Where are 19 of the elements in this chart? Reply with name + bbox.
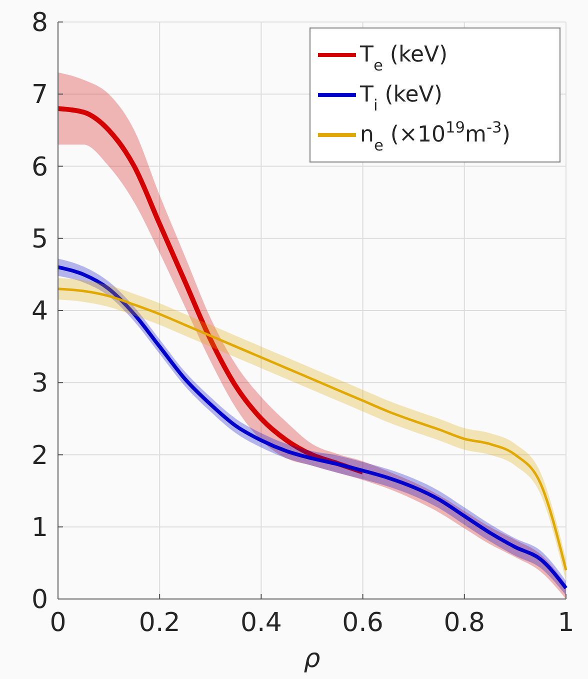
x-tick-label: 0 — [50, 608, 66, 638]
x-tick-label: 0.2 — [138, 608, 180, 638]
legend-label: n$_{e}$ (×10$^{19}$m$^{-3}$) — [360, 118, 510, 155]
legend-label: T$_{i}$ (keV) — [359, 82, 442, 115]
y-tick-label: 2 — [31, 440, 48, 471]
y-tick-label: 7 — [31, 80, 48, 110]
y-tick-label: 4 — [31, 296, 48, 327]
x-tick-label: 1 — [558, 608, 574, 638]
y-tick-label: 5 — [31, 224, 48, 254]
y-tick-label: 1 — [31, 512, 48, 543]
x-tick-label: 0.4 — [240, 608, 282, 638]
y-tick-label: 8 — [31, 8, 48, 38]
y-tick-label: 6 — [31, 152, 48, 182]
x-axis-title: ρ — [304, 644, 321, 674]
x-tick-label: 0.6 — [342, 608, 384, 638]
x-tick-label: 0.8 — [444, 608, 486, 638]
legend-label: T$_{e}$ (keV) — [359, 42, 448, 75]
y-tick-label: 3 — [31, 368, 48, 399]
y-tick-label: 0 — [31, 585, 48, 616]
